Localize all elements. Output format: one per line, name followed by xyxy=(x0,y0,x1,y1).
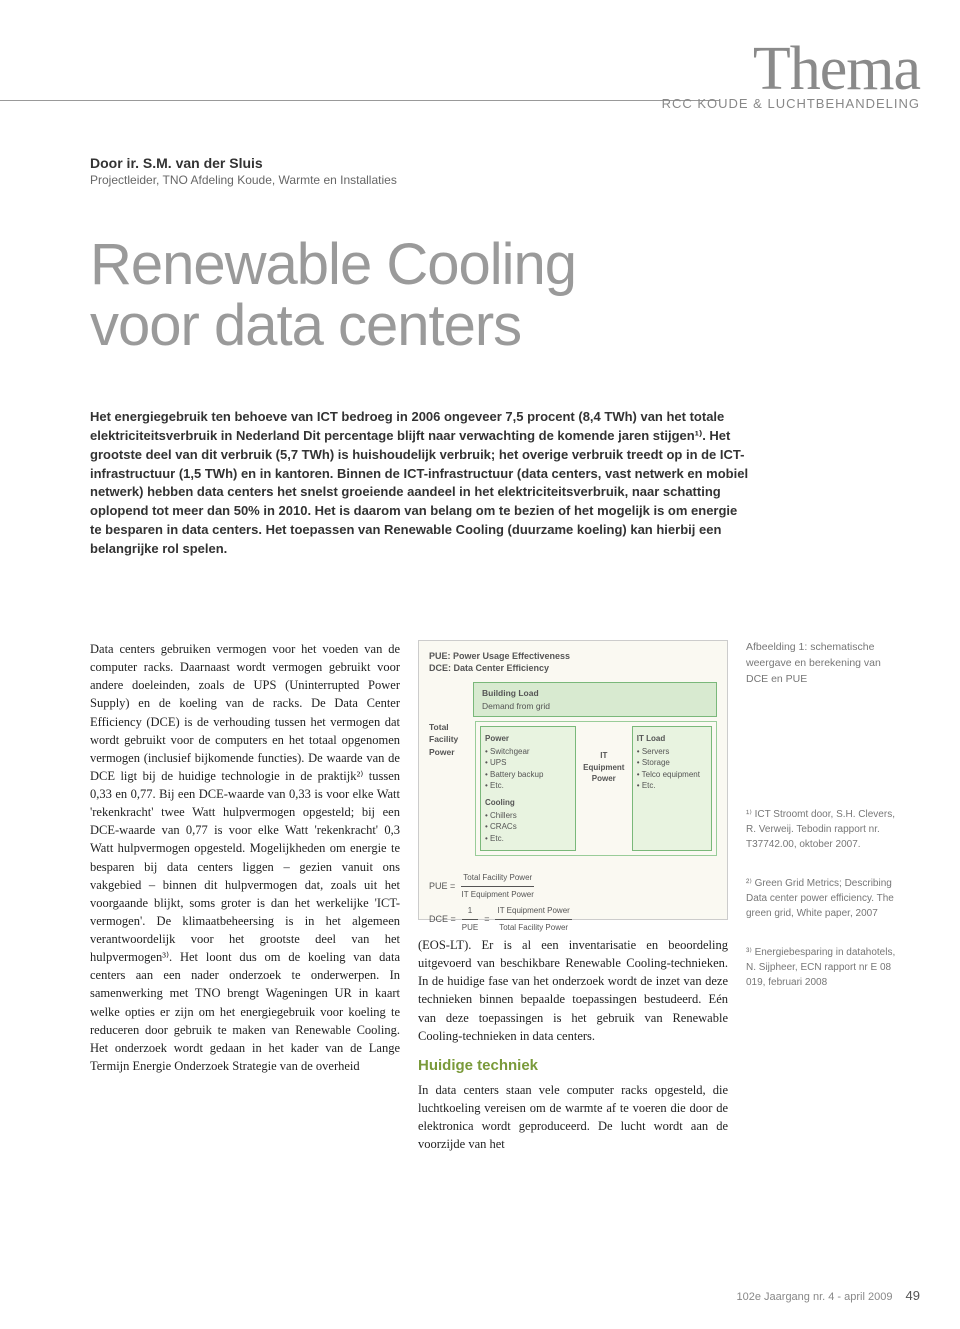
figure-formulas: PUE = Total Facility PowerIT Equipment P… xyxy=(429,870,717,936)
it-load-box: IT Load • Servers • Storage • Telco equi… xyxy=(632,726,712,851)
mid-text-1: (EOS-LT). Er is al een inventarisatie en… xyxy=(418,936,728,1045)
article-title: Renewable Cooling voor data centers xyxy=(90,235,576,357)
reference-2: ²⁾ Green Grid Metrics; Describing Data c… xyxy=(746,876,896,921)
reference-3: ³⁾ Energiebesparing in datahotels, N. Si… xyxy=(746,945,896,990)
power-box: Power • Switchgear • UPS • Battery backu… xyxy=(480,726,576,851)
author: Door ir. S.M. van der Sluis xyxy=(90,155,397,171)
reference-1: ¹⁾ ICT Stroomt door, S.H. Clevers, R. Ve… xyxy=(746,807,896,852)
section-label: Thema xyxy=(662,38,920,100)
tfp-label: Total Facility Power xyxy=(429,721,469,758)
it-eq-label: ITEquipmentPower xyxy=(580,726,628,851)
figure-boxes: Total Facility Power Power • Switchgear … xyxy=(429,721,717,856)
title-line-2: voor data centers xyxy=(90,293,521,358)
journal-name: RCC KOUDE & LUCHTBEHANDELING xyxy=(662,96,920,111)
building-load-box: Building Load Demand from grid xyxy=(473,682,717,717)
section-heading: Huidige techniek xyxy=(418,1055,728,1077)
byline: Door ir. S.M. van der Sluis Projectleide… xyxy=(90,155,397,187)
figure-caption: Afbeelding 1: schematische weergave en b… xyxy=(746,640,896,687)
page-footer: 102e Jaargang nr. 4 - april 2009 49 xyxy=(737,1288,920,1303)
author-role: Projectleider, TNO Afdeling Koude, Warmt… xyxy=(90,173,397,187)
abstract: Het energiegebruik ten behoeve van ICT b… xyxy=(90,408,750,559)
page-number: 49 xyxy=(906,1288,920,1303)
mid-text-2: In data centers staan vele computer rack… xyxy=(418,1081,728,1154)
header: Thema RCC KOUDE & LUCHTBEHANDELING xyxy=(662,38,920,111)
title-line-1: Renewable Cooling xyxy=(90,232,576,297)
column-middle: PUE: Power Usage Effectiveness DCE: Data… xyxy=(418,640,728,1153)
issue-info: 102e Jaargang nr. 4 - april 2009 xyxy=(737,1291,893,1303)
column-left: Data centers gebruiken vermogen voor het… xyxy=(90,640,400,1153)
column-right: Afbeelding 1: schematische weergave en b… xyxy=(746,640,896,1153)
figure-header: PUE: Power Usage Effectiveness DCE: Data… xyxy=(429,651,717,674)
top-rule xyxy=(0,100,720,101)
figure-1: PUE: Power Usage Effectiveness DCE: Data… xyxy=(418,640,728,920)
body-columns: Data centers gebruiken vermogen voor het… xyxy=(90,640,896,1153)
